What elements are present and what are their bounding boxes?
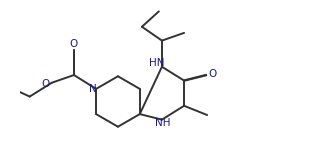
Text: HN: HN [149, 58, 164, 68]
Text: O: O [42, 79, 50, 89]
Text: O: O [209, 68, 217, 79]
Text: O: O [70, 39, 78, 49]
Text: N: N [89, 84, 96, 94]
Text: NH: NH [156, 118, 171, 128]
